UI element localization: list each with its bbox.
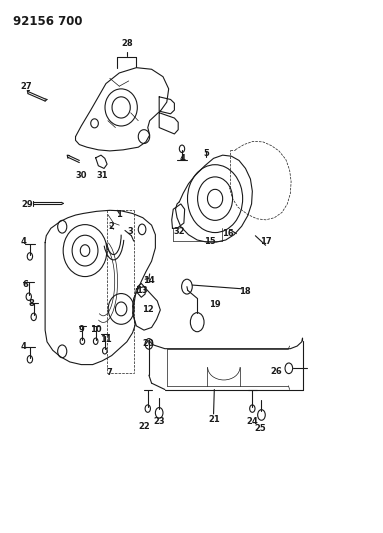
Circle shape xyxy=(250,405,255,413)
Circle shape xyxy=(145,338,153,349)
Circle shape xyxy=(138,224,146,235)
Text: 21: 21 xyxy=(208,415,220,424)
Text: 3: 3 xyxy=(127,227,133,236)
Text: 32: 32 xyxy=(173,227,185,236)
Circle shape xyxy=(27,253,33,260)
Text: 4: 4 xyxy=(21,237,26,246)
Text: 25: 25 xyxy=(255,424,267,433)
Circle shape xyxy=(80,338,85,344)
Text: 31: 31 xyxy=(97,171,108,180)
Text: 23: 23 xyxy=(154,417,165,426)
Text: 8: 8 xyxy=(29,299,35,308)
Circle shape xyxy=(190,313,204,332)
Circle shape xyxy=(182,279,192,294)
Text: 24: 24 xyxy=(247,417,258,426)
Text: 19: 19 xyxy=(209,300,221,309)
Circle shape xyxy=(179,145,185,152)
Circle shape xyxy=(58,220,67,233)
Text: 4: 4 xyxy=(180,154,185,163)
Text: 1: 1 xyxy=(116,210,122,219)
Text: 15: 15 xyxy=(204,237,216,246)
Text: 10: 10 xyxy=(90,325,101,334)
Circle shape xyxy=(285,363,293,374)
Text: 22: 22 xyxy=(139,422,150,431)
Text: 27: 27 xyxy=(20,82,32,91)
Text: 17: 17 xyxy=(260,237,272,246)
Circle shape xyxy=(155,408,163,418)
Text: 14: 14 xyxy=(143,276,155,285)
Text: 12: 12 xyxy=(142,305,154,314)
Circle shape xyxy=(27,356,33,363)
Text: 26: 26 xyxy=(271,367,283,376)
Text: 16: 16 xyxy=(222,229,234,238)
Text: 30: 30 xyxy=(75,171,87,180)
Text: 7: 7 xyxy=(107,368,113,377)
Circle shape xyxy=(26,293,31,301)
Text: 5: 5 xyxy=(203,149,209,158)
Circle shape xyxy=(145,405,151,413)
Circle shape xyxy=(258,410,265,420)
Text: 28: 28 xyxy=(121,39,133,49)
Text: 2: 2 xyxy=(109,222,115,231)
Text: 92156 700: 92156 700 xyxy=(13,14,82,28)
Circle shape xyxy=(58,345,67,358)
Circle shape xyxy=(31,313,36,320)
Text: 4: 4 xyxy=(21,342,26,351)
Circle shape xyxy=(93,338,98,344)
Text: 13: 13 xyxy=(136,286,148,295)
Text: 18: 18 xyxy=(239,287,250,296)
Text: 9: 9 xyxy=(79,325,85,334)
Text: 20: 20 xyxy=(142,340,154,349)
Text: 6: 6 xyxy=(22,280,28,289)
Text: 29: 29 xyxy=(21,200,33,209)
Circle shape xyxy=(103,348,107,354)
Text: 11: 11 xyxy=(100,335,112,344)
